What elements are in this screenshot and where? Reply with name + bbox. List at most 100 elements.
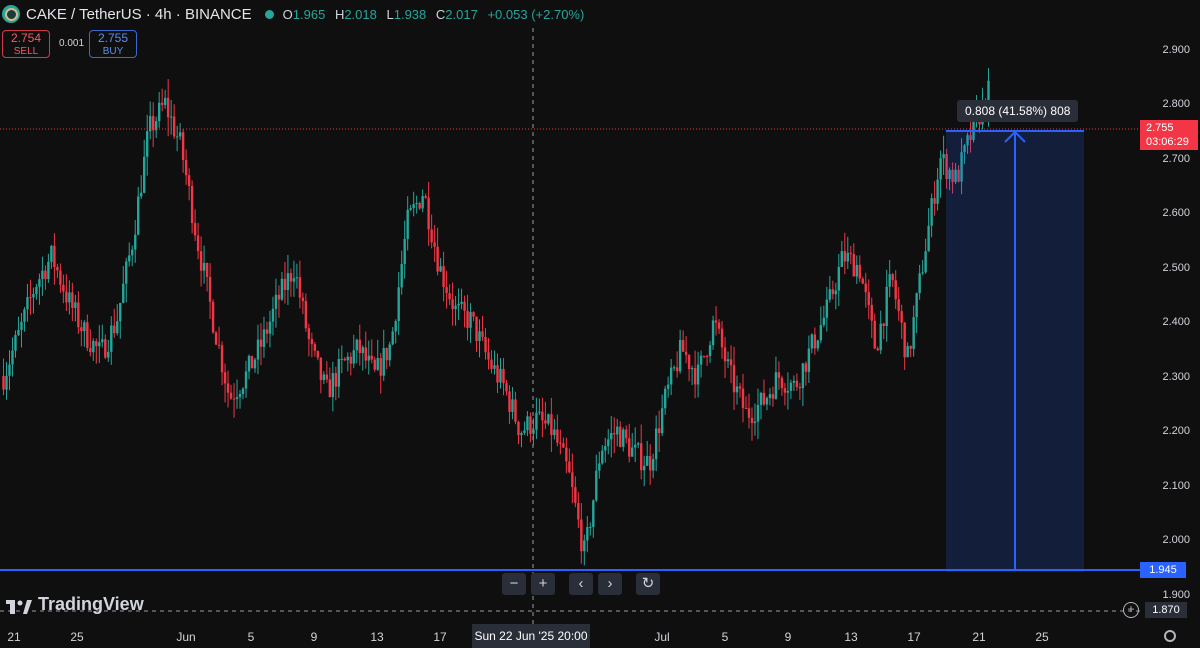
candle-body: [930, 198, 933, 226]
candle-body: [358, 339, 361, 354]
candle-body: [59, 270, 62, 285]
candle-body: [41, 270, 44, 280]
candle-body: [376, 358, 379, 370]
candle-body: [283, 278, 287, 290]
candle-body: [589, 526, 592, 528]
candle-body: [972, 115, 975, 141]
price-axis[interactable]: 2.900 2.800 2.700 2.600 2.500 2.400 2.30…: [1140, 0, 1200, 622]
candle-body: [619, 426, 622, 447]
candle-body: [140, 192, 143, 197]
candle-body: [610, 433, 613, 440]
candle-body: [400, 263, 403, 288]
candle-body: [666, 384, 670, 389]
candle-body: [83, 322, 86, 332]
sell-price: 2.754: [10, 31, 42, 45]
candle-body: [948, 169, 951, 180]
measure-low-badge: 1.945: [1140, 562, 1186, 578]
candle-body: [693, 368, 697, 385]
candle-body: [822, 317, 826, 325]
candle-body: [394, 321, 397, 332]
time-tick: 21: [7, 630, 21, 644]
candle-body: [307, 328, 311, 340]
price-tick: 2.400: [1162, 316, 1190, 328]
settings-gear-icon[interactable]: [1164, 630, 1176, 642]
candle-body: [460, 301, 463, 304]
candle-body: [637, 443, 640, 445]
candle-body: [657, 428, 661, 433]
buy-button[interactable]: 2.755 BUY: [89, 30, 137, 58]
scroll-forward-button[interactable]: ›: [598, 573, 622, 595]
candle-body: [322, 374, 326, 381]
candle-body: [732, 365, 736, 393]
candle-body: [50, 245, 53, 262]
candle-body: [478, 331, 481, 342]
candle-body: [328, 379, 332, 398]
candle-body: [858, 264, 861, 279]
candle-body: [364, 347, 367, 361]
candle-body: [717, 322, 721, 329]
candle-body: [2, 376, 5, 390]
candle-body: [819, 324, 823, 341]
candle-body: [253, 359, 257, 369]
high-value: 2.018: [344, 6, 377, 22]
zoom-in-button[interactable]: +: [531, 573, 555, 595]
buy-price: 2.755: [97, 31, 129, 45]
candle-body: [238, 393, 242, 398]
current-price-badge: 2.755 03:06:29: [1140, 120, 1198, 150]
candle-body: [774, 372, 778, 399]
add-alert-icon[interactable]: +: [1123, 602, 1139, 618]
candle-body: [442, 266, 445, 288]
candle-body: [864, 283, 867, 293]
candle-body: [259, 339, 263, 347]
candle-body: [873, 320, 876, 349]
candle-body: [604, 446, 607, 451]
market-status-icon: [264, 9, 274, 19]
candle-body: [316, 350, 320, 358]
symbol-title[interactable]: CAKE / TetherUS · 4h · BINANCE: [26, 5, 252, 23]
candle-body: [720, 328, 724, 348]
candle-body: [909, 346, 912, 349]
candle-body: [125, 261, 128, 284]
candle-body: [208, 276, 212, 302]
candle-body: [146, 131, 149, 157]
candle-body: [415, 202, 418, 205]
candle-body: [235, 397, 239, 400]
candle-body: [313, 344, 317, 351]
candle-body: [828, 289, 832, 300]
candle-body: [301, 297, 305, 302]
candle-body: [936, 179, 939, 204]
candle-body: [223, 372, 227, 384]
candle-body: [418, 202, 421, 209]
candle-body: [660, 408, 664, 433]
time-tick: Jun: [176, 630, 196, 644]
candle-body: [595, 470, 598, 501]
candle-body: [8, 364, 11, 376]
candle-body: [184, 160, 188, 176]
candle-body: [711, 320, 715, 346]
candle-body: [969, 135, 972, 141]
candle-body: [918, 273, 921, 294]
candle-body: [169, 116, 173, 118]
candle-body: [517, 421, 520, 436]
tradingview-logo[interactable]: TradingView: [6, 594, 144, 615]
price-tick: 2.600: [1162, 207, 1190, 219]
symbol-header: CAKE / TetherUS · 4h · BINANCE O1.965 H2…: [0, 0, 590, 28]
candle-body: [214, 332, 218, 345]
candle-body: [74, 302, 77, 308]
candle-body: [484, 336, 487, 353]
candle-body: [870, 304, 873, 321]
reset-chart-button[interactable]: ↻: [636, 573, 660, 595]
candle-body: [675, 367, 679, 372]
scroll-back-button[interactable]: ‹: [569, 573, 593, 595]
candle-body: [490, 359, 493, 369]
candle-body: [187, 175, 191, 186]
candle-body: [424, 196, 427, 198]
sell-button[interactable]: 2.754 SELL: [2, 30, 50, 58]
zoom-out-button[interactable]: −: [502, 573, 526, 595]
candle-body: [601, 450, 604, 464]
price-tick: 2.100: [1162, 480, 1190, 492]
close-value: 2.017: [445, 6, 478, 22]
candle-body: [80, 327, 83, 332]
candle-body: [178, 132, 182, 137]
